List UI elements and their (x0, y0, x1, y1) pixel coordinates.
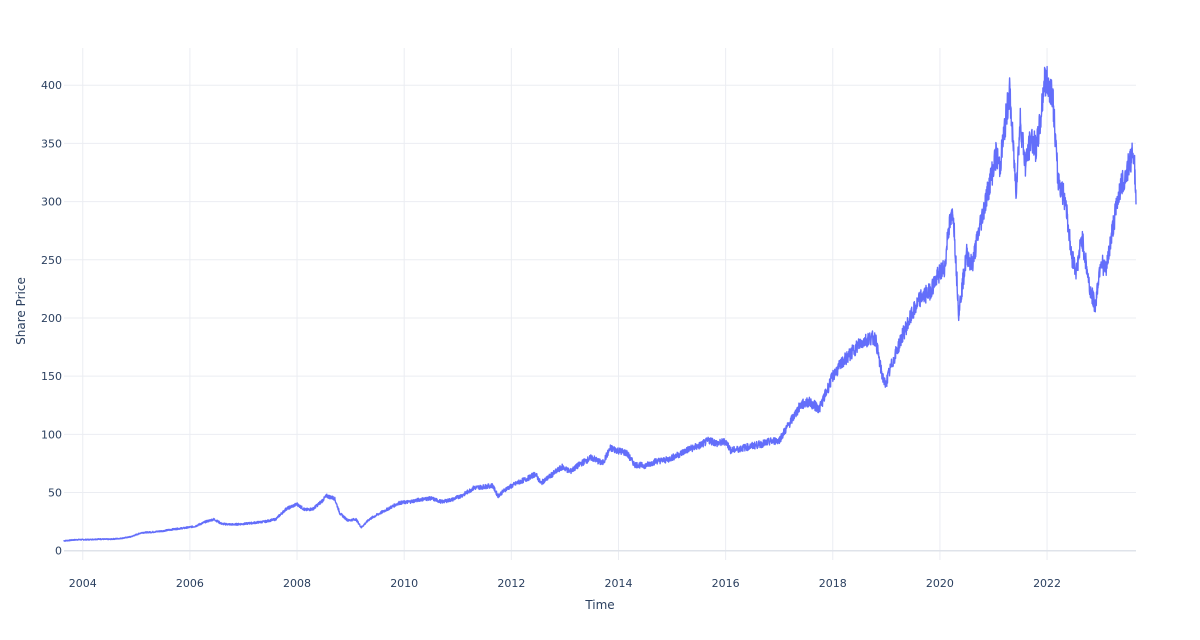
x-tick-label: 2022 (1033, 577, 1061, 590)
x-tick-label: 2006 (176, 577, 204, 590)
y-tick-label: 350 (41, 137, 62, 150)
y-tick-label: 250 (41, 254, 62, 267)
x-tick-label: 2008 (283, 577, 311, 590)
x-gridlines (82, 48, 1048, 560)
x-tick-label: 2012 (497, 577, 525, 590)
x-tick-labels: 2004 2006 2008 2010 2012 2014 2016 2018 2020 2022 (69, 577, 1061, 590)
x-tick-label: 2014 (604, 577, 632, 590)
y-tick-label: 200 (41, 312, 62, 325)
x-tick-label: 2020 (926, 577, 954, 590)
share-price-series-line[interactable] (63, 65, 1137, 542)
x-tick-label: 2016 (712, 577, 740, 590)
x-axis-title: Time (584, 598, 614, 612)
y-axis-title: Share Price (14, 277, 28, 345)
y-tick-label: 300 (41, 196, 62, 209)
series-layer (63, 65, 1137, 542)
y-tick-label: 50 (48, 487, 62, 500)
x-tick-label: 2004 (69, 577, 97, 590)
x-tick-label: 2010 (390, 577, 418, 590)
y-tick-label: 150 (41, 370, 62, 383)
y-gridlines (64, 84, 1136, 552)
y-tick-labels: 0 50 100 150 200 250 300 350 400 (41, 79, 62, 557)
y-tick-label: 0 (55, 545, 62, 558)
y-tick-label: 400 (41, 79, 62, 92)
x-tick-label: 2018 (819, 577, 847, 590)
y-tick-label: 100 (41, 428, 62, 441)
